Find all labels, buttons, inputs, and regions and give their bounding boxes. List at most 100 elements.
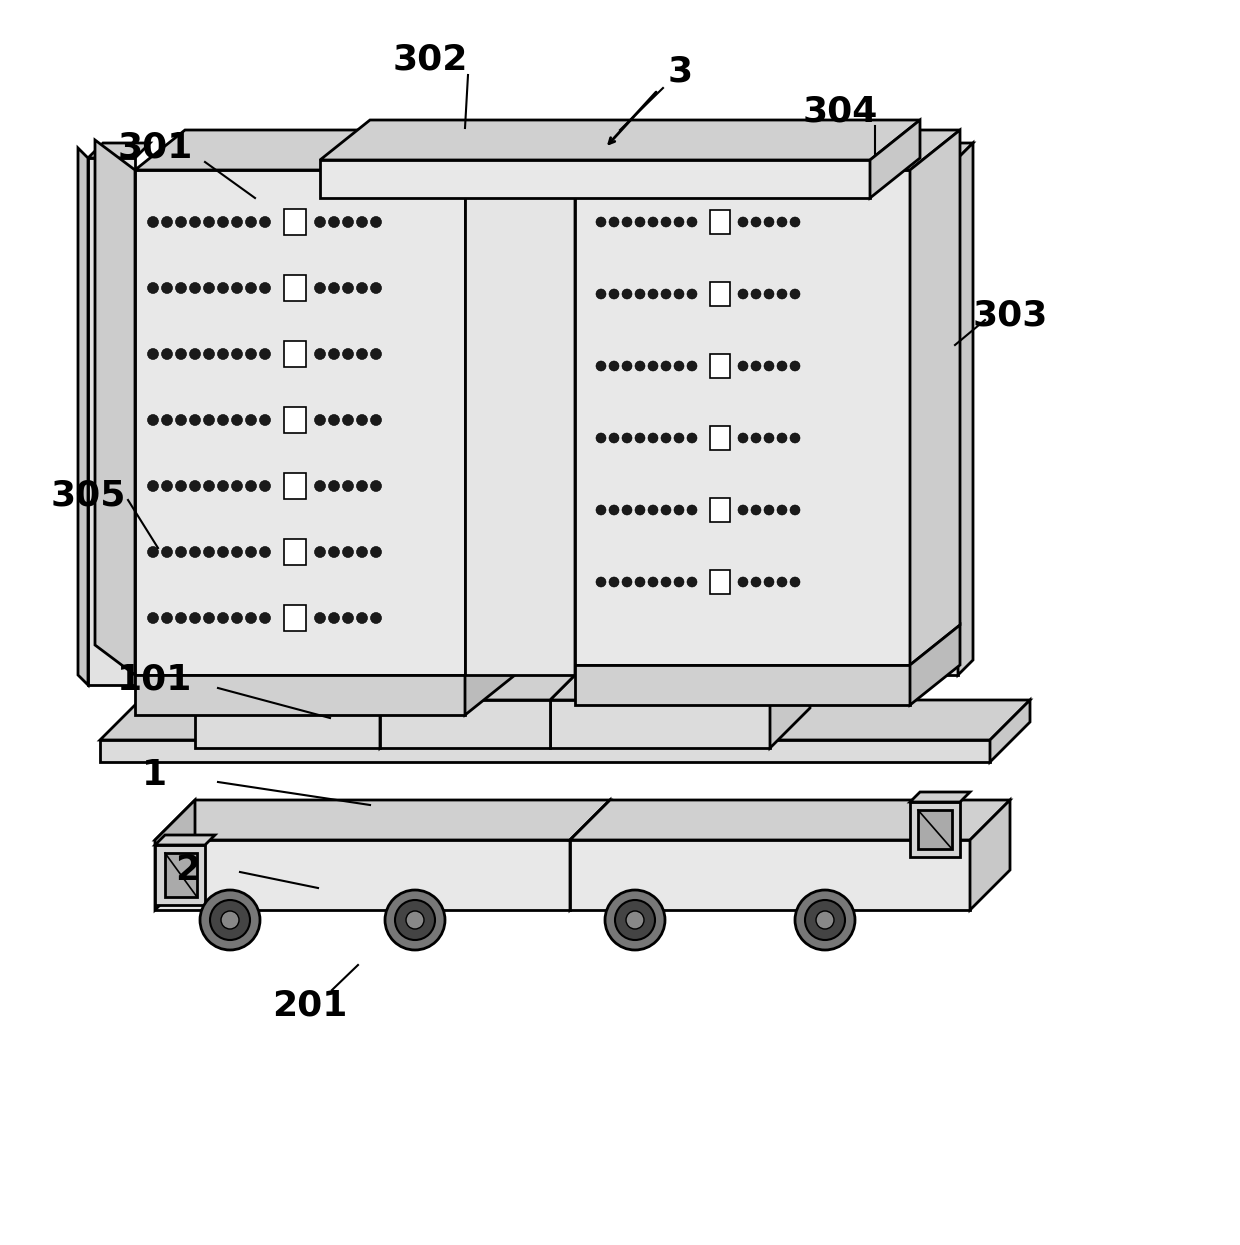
Circle shape	[315, 415, 325, 426]
Circle shape	[190, 217, 201, 228]
Circle shape	[764, 505, 774, 515]
Polygon shape	[918, 810, 952, 849]
Polygon shape	[505, 615, 546, 675]
Circle shape	[675, 361, 684, 371]
Polygon shape	[88, 143, 150, 158]
Polygon shape	[135, 171, 465, 675]
Circle shape	[148, 217, 159, 228]
Circle shape	[687, 361, 697, 371]
Circle shape	[751, 433, 761, 443]
Circle shape	[661, 217, 671, 227]
Circle shape	[357, 613, 367, 624]
Circle shape	[790, 505, 800, 515]
Circle shape	[816, 911, 835, 929]
Circle shape	[148, 283, 159, 294]
Polygon shape	[575, 665, 910, 705]
Circle shape	[161, 613, 172, 624]
Circle shape	[661, 361, 671, 371]
Polygon shape	[711, 210, 730, 234]
Circle shape	[176, 481, 186, 492]
Circle shape	[315, 217, 325, 228]
Circle shape	[176, 613, 186, 624]
Circle shape	[217, 415, 228, 426]
Circle shape	[738, 433, 748, 443]
Circle shape	[615, 900, 655, 940]
Polygon shape	[465, 635, 515, 715]
Circle shape	[790, 289, 800, 299]
Circle shape	[259, 349, 270, 360]
Circle shape	[161, 349, 172, 360]
Circle shape	[203, 283, 215, 294]
Circle shape	[357, 283, 367, 294]
Circle shape	[259, 547, 270, 558]
Polygon shape	[575, 129, 625, 675]
Circle shape	[357, 217, 367, 228]
Polygon shape	[165, 853, 197, 896]
Circle shape	[342, 613, 353, 624]
Polygon shape	[910, 129, 960, 665]
Circle shape	[232, 481, 243, 492]
Circle shape	[649, 576, 658, 586]
Polygon shape	[970, 801, 1011, 910]
Circle shape	[232, 349, 243, 360]
Circle shape	[626, 911, 644, 929]
Circle shape	[217, 481, 228, 492]
Circle shape	[329, 349, 340, 360]
Circle shape	[738, 505, 748, 515]
Polygon shape	[284, 407, 306, 433]
Circle shape	[203, 547, 215, 558]
Polygon shape	[910, 158, 959, 675]
Circle shape	[609, 217, 619, 227]
Polygon shape	[155, 835, 215, 845]
Circle shape	[315, 283, 325, 294]
Circle shape	[764, 576, 774, 586]
Circle shape	[596, 505, 606, 515]
Circle shape	[649, 505, 658, 515]
Circle shape	[329, 613, 340, 624]
Circle shape	[357, 547, 367, 558]
Circle shape	[777, 217, 787, 227]
Circle shape	[405, 911, 424, 929]
Circle shape	[357, 415, 367, 426]
Circle shape	[596, 576, 606, 586]
Polygon shape	[990, 700, 1030, 762]
Polygon shape	[320, 120, 920, 161]
Circle shape	[777, 361, 787, 371]
Circle shape	[221, 911, 239, 929]
Circle shape	[148, 481, 159, 492]
Circle shape	[232, 547, 243, 558]
Polygon shape	[910, 143, 973, 158]
Circle shape	[190, 613, 201, 624]
Circle shape	[790, 361, 800, 371]
Circle shape	[635, 217, 645, 227]
Circle shape	[176, 349, 186, 360]
Circle shape	[371, 217, 382, 228]
Circle shape	[675, 217, 684, 227]
Text: 304: 304	[802, 95, 878, 129]
Circle shape	[217, 547, 228, 558]
Text: 301: 301	[118, 131, 192, 166]
Circle shape	[661, 505, 671, 515]
Circle shape	[609, 361, 619, 371]
Circle shape	[357, 349, 367, 360]
Polygon shape	[870, 120, 920, 198]
Circle shape	[687, 217, 697, 227]
Circle shape	[738, 576, 748, 586]
Circle shape	[217, 217, 228, 228]
Circle shape	[777, 289, 787, 299]
Circle shape	[342, 349, 353, 360]
Circle shape	[596, 433, 606, 443]
Circle shape	[687, 505, 697, 515]
Circle shape	[203, 349, 215, 360]
Polygon shape	[284, 341, 306, 367]
Polygon shape	[379, 700, 551, 748]
Circle shape	[396, 900, 435, 940]
Polygon shape	[320, 161, 870, 198]
Polygon shape	[155, 801, 195, 910]
Circle shape	[246, 415, 257, 426]
Circle shape	[148, 349, 159, 360]
Circle shape	[609, 576, 619, 586]
Circle shape	[315, 613, 325, 624]
Circle shape	[790, 433, 800, 443]
Polygon shape	[959, 143, 973, 675]
